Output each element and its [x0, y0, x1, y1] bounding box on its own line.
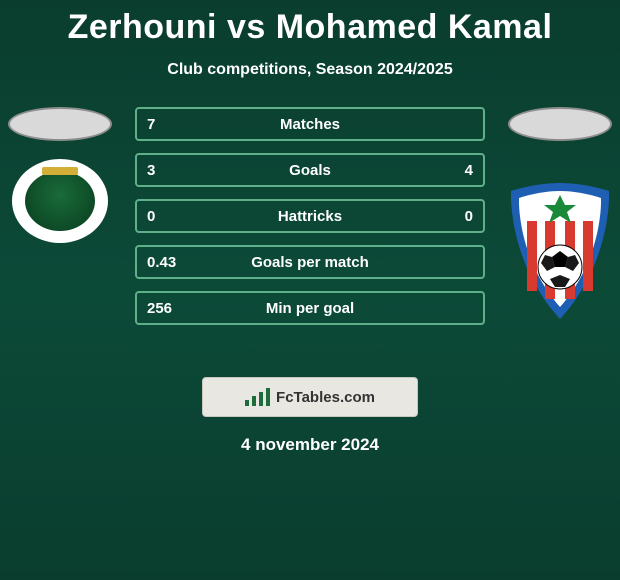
stat-label: Hattricks [197, 208, 423, 225]
stat-label: Min per goal [197, 300, 423, 317]
stat-label: Matches [197, 116, 423, 133]
stat-row: 0.43 Goals per match [135, 245, 485, 279]
left-player-col [0, 107, 120, 243]
stat-label: Goals per match [197, 254, 423, 271]
stat-right: 4 [423, 162, 473, 179]
stat-left: 7 [147, 116, 197, 133]
fctables-badge[interactable]: FcTables.com [202, 377, 418, 417]
fctables-label: FcTables.com [276, 389, 375, 406]
stats-table: 7 Matches 3 Goals 4 0 Hattricks 0 0.43 G… [135, 107, 485, 337]
bars-icon [245, 388, 270, 406]
stat-row: 0 Hattricks 0 [135, 199, 485, 233]
stat-left: 3 [147, 162, 197, 179]
stat-row: 7 Matches [135, 107, 485, 141]
stat-right: 0 [423, 208, 473, 225]
page-title: Zerhouni vs Mohamed Kamal [0, 0, 620, 47]
date-label: 4 november 2024 [0, 435, 620, 455]
stat-left: 256 [147, 300, 197, 317]
left-club-logo [12, 159, 108, 243]
stat-row: 256 Min per goal [135, 291, 485, 325]
right-player-col [500, 107, 620, 321]
right-club-logo [505, 181, 615, 321]
stat-left: 0 [147, 208, 197, 225]
left-player-photo-placeholder [8, 107, 112, 141]
stat-row: 3 Goals 4 [135, 153, 485, 187]
subtitle: Club competitions, Season 2024/2025 [0, 61, 620, 79]
stat-left: 0.43 [147, 254, 197, 271]
left-club-logo-inner [25, 171, 95, 231]
right-player-photo-placeholder [508, 107, 612, 141]
shield-icon [505, 181, 615, 321]
comparison-area: 7 Matches 3 Goals 4 0 Hattricks 0 0.43 G… [0, 107, 620, 367]
stat-label: Goals [197, 162, 423, 179]
